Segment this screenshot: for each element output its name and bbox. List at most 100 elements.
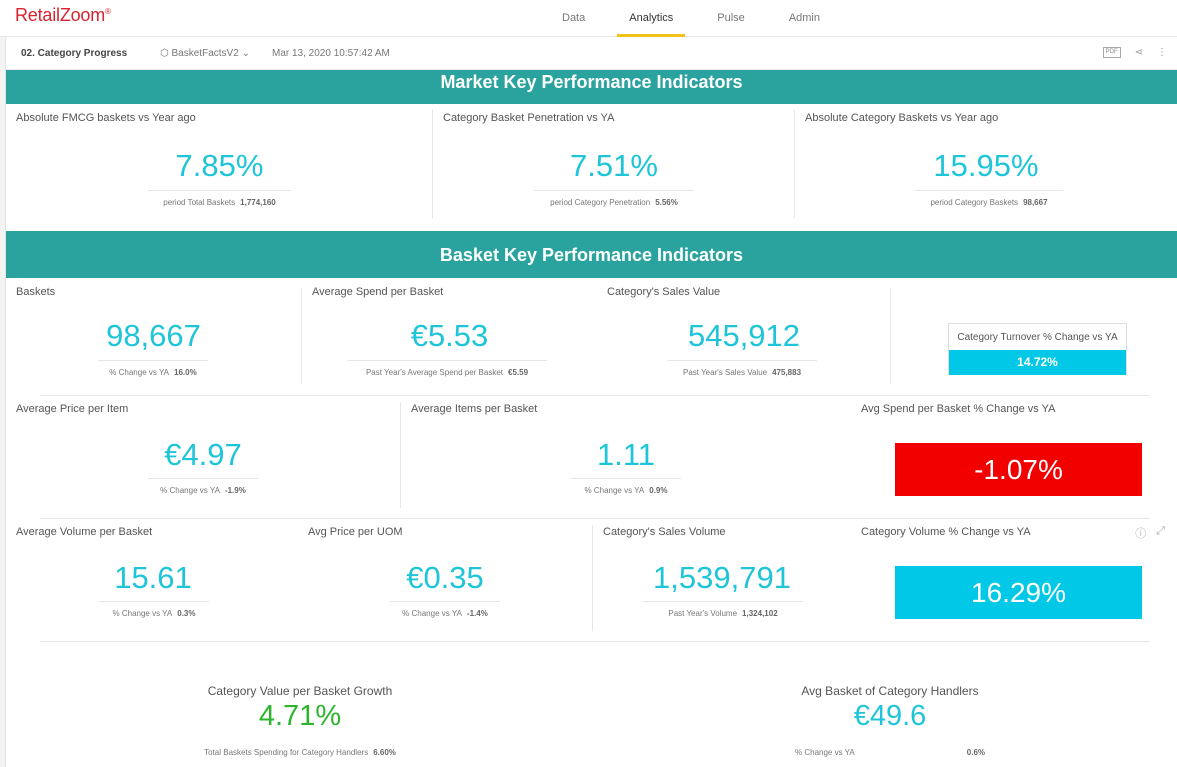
divider: [890, 288, 891, 384]
retailzoom-logo[interactable]: RetailZoom®: [15, 5, 111, 26]
main-nav: Data Analytics Pulse Admin: [540, 0, 842, 37]
kpi-subline: Past Year's Sales Value 475,883: [667, 360, 817, 377]
kpi-title: Category Value per Basket Growth: [207, 684, 393, 698]
avg-spend-change-title-wrap: Avg Spend per Basket % Change vs YA: [851, 395, 1171, 425]
dataset-selector[interactable]: ⬡ BasketFactsV2 ⌄: [160, 48, 250, 59]
nav-pulse[interactable]: Pulse: [717, 12, 745, 24]
left-edge-handle[interactable]: [0, 37, 6, 767]
cube-icon: ⬡: [160, 48, 169, 59]
basket-kpi-banner: Basket Key Performance Indicators: [6, 231, 1177, 278]
divider: [400, 402, 401, 508]
kpi-sub-value: 0.6%: [966, 748, 985, 757]
kpi-sub-value: -1.9%: [224, 486, 246, 495]
kpi-title: Absolute Category Baskets vs Year ago: [805, 112, 999, 124]
logo-text: RetailZoom: [15, 5, 106, 25]
kpi-subline: % Change vs YA 0.9%: [571, 478, 681, 495]
kpi-sub-label: % Change vs YA: [584, 486, 645, 495]
kpi-sub-value: 0.3%: [177, 609, 196, 618]
kpi-sales-volume: Category's Sales Volume 1,539,791 Past Y…: [593, 518, 851, 633]
kpi-sub-label: Past Year's Volume: [668, 609, 738, 618]
kpi-subline: period Category Baskets 98,667: [915, 190, 1063, 207]
kpi-subline: % Change vs YA 16.0%: [98, 360, 208, 377]
kpi-avg-price-item: Average Price per Item €4.97 % Change vs…: [6, 395, 400, 510]
kpi-avg-spend-basket: Average Spend per Basket €5.53 Past Year…: [302, 278, 597, 386]
info-icon[interactable]: ⓘ: [1135, 528, 1147, 540]
kpi-category-baskets: Absolute Category Baskets vs Year ago 15…: [795, 104, 1177, 219]
kpi-value: 1.11: [596, 437, 656, 472]
kpi-subline: % Change vs YA -1.9%: [148, 478, 258, 495]
chevron-down-icon: ⌄: [241, 48, 250, 59]
kpi-value: 7.51%: [570, 148, 658, 183]
kpi-sub-value: 0.9%: [649, 486, 668, 495]
kpi-subline: % Change vs YA 0.3%: [99, 601, 209, 618]
kpi-value: 545,912: [687, 318, 801, 353]
kpi-sub-value: 475,883: [772, 368, 802, 377]
pdf-icon[interactable]: PDF: [1102, 47, 1121, 58]
report-toolbar: 02. Category Progress ⬡ BasketFactsV2 ⌄ …: [6, 38, 1177, 70]
divider: [592, 525, 593, 631]
turnover-value: 14.72%: [949, 350, 1126, 375]
kpi-title: Baskets: [16, 286, 56, 298]
kpi-sub-value: 16.0%: [174, 368, 197, 377]
kpi-sub-label: period Category Penetration: [550, 198, 651, 207]
kpi-subline: % Change vs YA -1.4%: [390, 601, 500, 618]
kpi-title: Average Items per Basket: [411, 403, 538, 415]
kpi-sub-label: period Total Baskets: [163, 198, 236, 207]
kpi-title: Avg Price per UOM: [308, 526, 403, 538]
kpi-title: Avg Spend per Basket % Change vs YA: [861, 403, 1056, 415]
kpi-sub-value: -1.4%: [466, 609, 488, 618]
kpi-subline: Past Year's Average Spend per Basket €5.5…: [347, 360, 547, 377]
kpi-subline: Total Baskets Spending for Category Hand…: [178, 741, 422, 757]
kpi-sub-label: % Change vs YA: [160, 486, 220, 495]
expand-icon[interactable]: ⤢: [1156, 525, 1165, 537]
kpi-sub-value: 1,324,102: [742, 609, 778, 618]
more-vertical-icon[interactable]: ⋮: [1157, 47, 1167, 58]
kpi-title: Category's Sales Volume: [603, 526, 726, 538]
logo-mark: ®: [105, 7, 111, 16]
kpi-title: Average Volume per Basket: [16, 526, 153, 538]
kpi-sub-value: 6.60%: [373, 748, 396, 757]
kpi-title: Absolute FMCG baskets vs Year ago: [16, 112, 196, 124]
kpi-value: €0.35: [406, 560, 484, 595]
kpi-value: €5.53: [410, 318, 489, 353]
dataset-label: BasketFactsV2: [171, 48, 239, 59]
kpi-sub-value: 98,667: [1023, 198, 1048, 207]
kpi-sub-label: % Change vs YA: [402, 609, 462, 618]
kpi-value: €4.97: [164, 437, 242, 472]
kpi-category-value-growth: Category Value per Basket Growth 4.71% T…: [150, 676, 450, 767]
kpi-subline: period Total Baskets 1,774,160: [148, 190, 291, 207]
kpi-sub-label: Past Year's Sales Value: [682, 368, 768, 377]
kpi-baskets: Baskets 98,667 % Change vs YA 16.0%: [6, 278, 301, 386]
market-kpi-banner: Market Key Performance Indicators: [6, 70, 1177, 104]
divider: [794, 110, 795, 218]
kpi-title: Average Price per Item: [16, 403, 129, 415]
kpi-category-penetration: Category Basket Penetration vs YA 7.51% …: [433, 104, 795, 219]
volume-change-title-wrap: Category Volume % Change vs YA: [851, 518, 1131, 548]
kpi-sub-label: % Change vs YA: [109, 368, 170, 377]
kpi-sub-label: % Change vs YA: [795, 748, 855, 757]
nav-data[interactable]: Data: [562, 12, 586, 24]
row-divider: [40, 518, 1150, 519]
kpi-value: 15.61: [114, 560, 192, 595]
kpi-sub-value: €5.59: [508, 368, 529, 377]
nav-admin[interactable]: Admin: [788, 12, 820, 24]
nav-analytics[interactable]: Analytics: [617, 0, 686, 37]
kpi-sub-label: period Category Baskets: [930, 198, 1019, 207]
kpi-subline: % Change vs YA 0.6%: [795, 741, 985, 757]
kpi-sub-label: Past Year's Average Spend per Basket: [365, 368, 503, 377]
kpi-fmcg-baskets: Absolute FMCG baskets vs Year ago 7.85% …: [6, 104, 433, 219]
volume-change-card: 16.29%: [895, 566, 1142, 619]
share-icon[interactable]: ⋖: [1134, 47, 1143, 58]
kpi-title: Category Volume % Change vs YA: [861, 526, 1031, 538]
divider: [432, 110, 433, 218]
kpi-value: €49.6: [853, 700, 927, 732]
kpi-subline: Past Year's Volume 1,324,102: [643, 601, 803, 618]
kpi-title: Category's Sales Value: [607, 286, 721, 298]
report-timestamp: Mar 13, 2020 10:57:42 AM: [272, 48, 390, 59]
kpi-sales-value: Category's Sales Value 545,912 Past Year…: [597, 278, 891, 386]
kpi-value: 7.85%: [175, 148, 264, 183]
report-title: 02. Category Progress: [21, 48, 128, 59]
turnover-title: Category Turnover % Change vs YA: [957, 332, 1118, 343]
kpi-avg-volume-basket: Average Volume per Basket 15.61 % Change…: [6, 518, 300, 633]
kpi-subline: period Category Penetration 5.56%: [534, 190, 694, 207]
